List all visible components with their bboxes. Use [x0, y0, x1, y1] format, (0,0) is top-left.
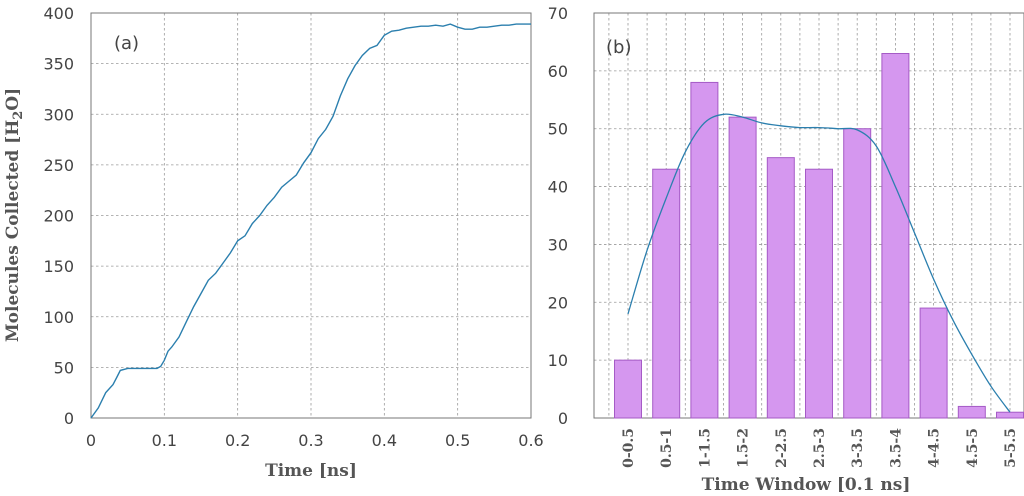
chart-b-bar	[919, 307, 948, 419]
chart-b-bar	[728, 116, 757, 419]
chart-b-bar	[805, 168, 833, 419]
chart-b-x-tick-label: 3-3.5	[850, 428, 866, 468]
chart-b-x-tick-label: 1.5-2	[736, 428, 752, 468]
chart-a-x-tick-label: 0.4	[372, 431, 397, 450]
chart-b-bar	[957, 405, 986, 419]
chart-a-y-axis-label-end: O]	[3, 88, 23, 111]
chart-b-y-tick-label: 0	[558, 409, 568, 428]
chart-b-bar	[766, 157, 795, 419]
chart-b-y-tick-label: 70	[548, 4, 568, 23]
chart-b-bar	[690, 81, 719, 419]
chart-a-y-tick-label: 50	[54, 358, 74, 377]
chart-a-y-tick-label: 0	[64, 409, 74, 428]
chart-a-x-tick-label: 0.1	[152, 431, 177, 450]
chart-b-y-tick-label: 50	[548, 120, 568, 139]
chart-b-y-tick-label: 40	[548, 178, 568, 197]
chart-a-y-tick-label: 150	[43, 257, 74, 276]
chart-a-y-axis-label-main: Molecules Collected [H	[3, 120, 23, 342]
chart-a-x-tick-label: 0	[86, 431, 96, 450]
chart-b-x-tick-label: 1-1.5	[697, 428, 713, 468]
chart-b-x-tick-label: 4.5-5	[965, 428, 981, 468]
chart-b-panel-label: (b)	[606, 37, 631, 58]
chart-b-fit-curve	[627, 113, 1011, 413]
chart-b-bar	[614, 359, 642, 419]
chart-b-y-tick-label: 60	[548, 62, 568, 81]
chart-b-bar	[881, 53, 910, 419]
chart-b-bars	[614, 53, 1024, 419]
chart-a-y-tick-label: 250	[43, 156, 74, 175]
chart-b-x-tick-label: 5-5.5	[1003, 428, 1019, 468]
chart-b-bar	[996, 411, 1024, 419]
chart-a-panel-label: (a)	[114, 33, 139, 54]
chart-a-y-tick-label: 350	[43, 55, 74, 74]
chart-a-grid	[90, 12, 532, 419]
chart-a-x-ticks: 0 0.1 0.2 0.3 0.4 0.5 0.6	[86, 431, 544, 450]
chart-b-x-ticks: 0-0.5 0.5-1 1-1.5 1.5-2 2-2.5 2.5-3 3-3.5 3.5-4…	[621, 428, 1019, 468]
chart-a-y-tick-label: 400	[43, 4, 74, 23]
chart-a-y-ticks: 0 50 100 150 200 250 300 350 400	[43, 4, 74, 428]
chart-b-x-tick-label: 0.5-1	[659, 428, 675, 468]
chart-a-y-tick-label: 200	[43, 207, 74, 226]
chart-a-x-tick-label: 0.6	[518, 431, 543, 450]
chart-a-y-tick-label: 300	[43, 105, 74, 124]
chart-b-x-tick-label: 4-4.5	[927, 428, 943, 468]
chart-b-x-axis-label: Time Window [0.1 ns]	[702, 475, 911, 495]
chart-a-y-tick-label: 100	[43, 308, 74, 327]
chart-a-x-axis-label: Time [ns]	[265, 461, 357, 481]
chart-a-x-tick-label: 0.5	[445, 431, 470, 450]
chart-a: 0 0.1 0.2 0.3 0.4 0.5 0.6 0 50 100 150 200 250 300 35…	[3, 4, 544, 481]
chart-a-series-line	[90, 23, 531, 419]
chart-a-y-axis-label: Molecules Collected [H2O]	[3, 88, 26, 342]
chart-b: 0-0.5 0.5-1 1-1.5 1.5-2 2-2.5 2.5-3 3-3.5 3.5-4…	[548, 4, 1024, 495]
chart-b-bar	[843, 128, 872, 419]
chart-b-y-tick-label: 30	[548, 235, 568, 254]
chart-b-x-tick-label: 2-2.5	[774, 428, 790, 468]
chart-b-x-tick-label: 0-0.5	[621, 428, 637, 468]
chart-b-x-tick-label: 2.5-3	[812, 428, 828, 468]
chart-a-plot-area	[90, 12, 532, 419]
chart-a-x-tick-label: 0.2	[225, 431, 250, 450]
chart-a-x-tick-label: 0.3	[298, 431, 323, 450]
chart-b-y-tick-label: 20	[548, 293, 568, 312]
chart-a-y-axis-label-sub: 2	[11, 111, 26, 120]
chart-b-y-tick-label: 10	[548, 351, 568, 370]
chart-b-x-tick-label: 3.5-4	[888, 428, 904, 468]
chart-b-bar	[652, 168, 681, 419]
chart-b-y-ticks: 0 10 20 30 40 50 60 70	[548, 4, 568, 428]
